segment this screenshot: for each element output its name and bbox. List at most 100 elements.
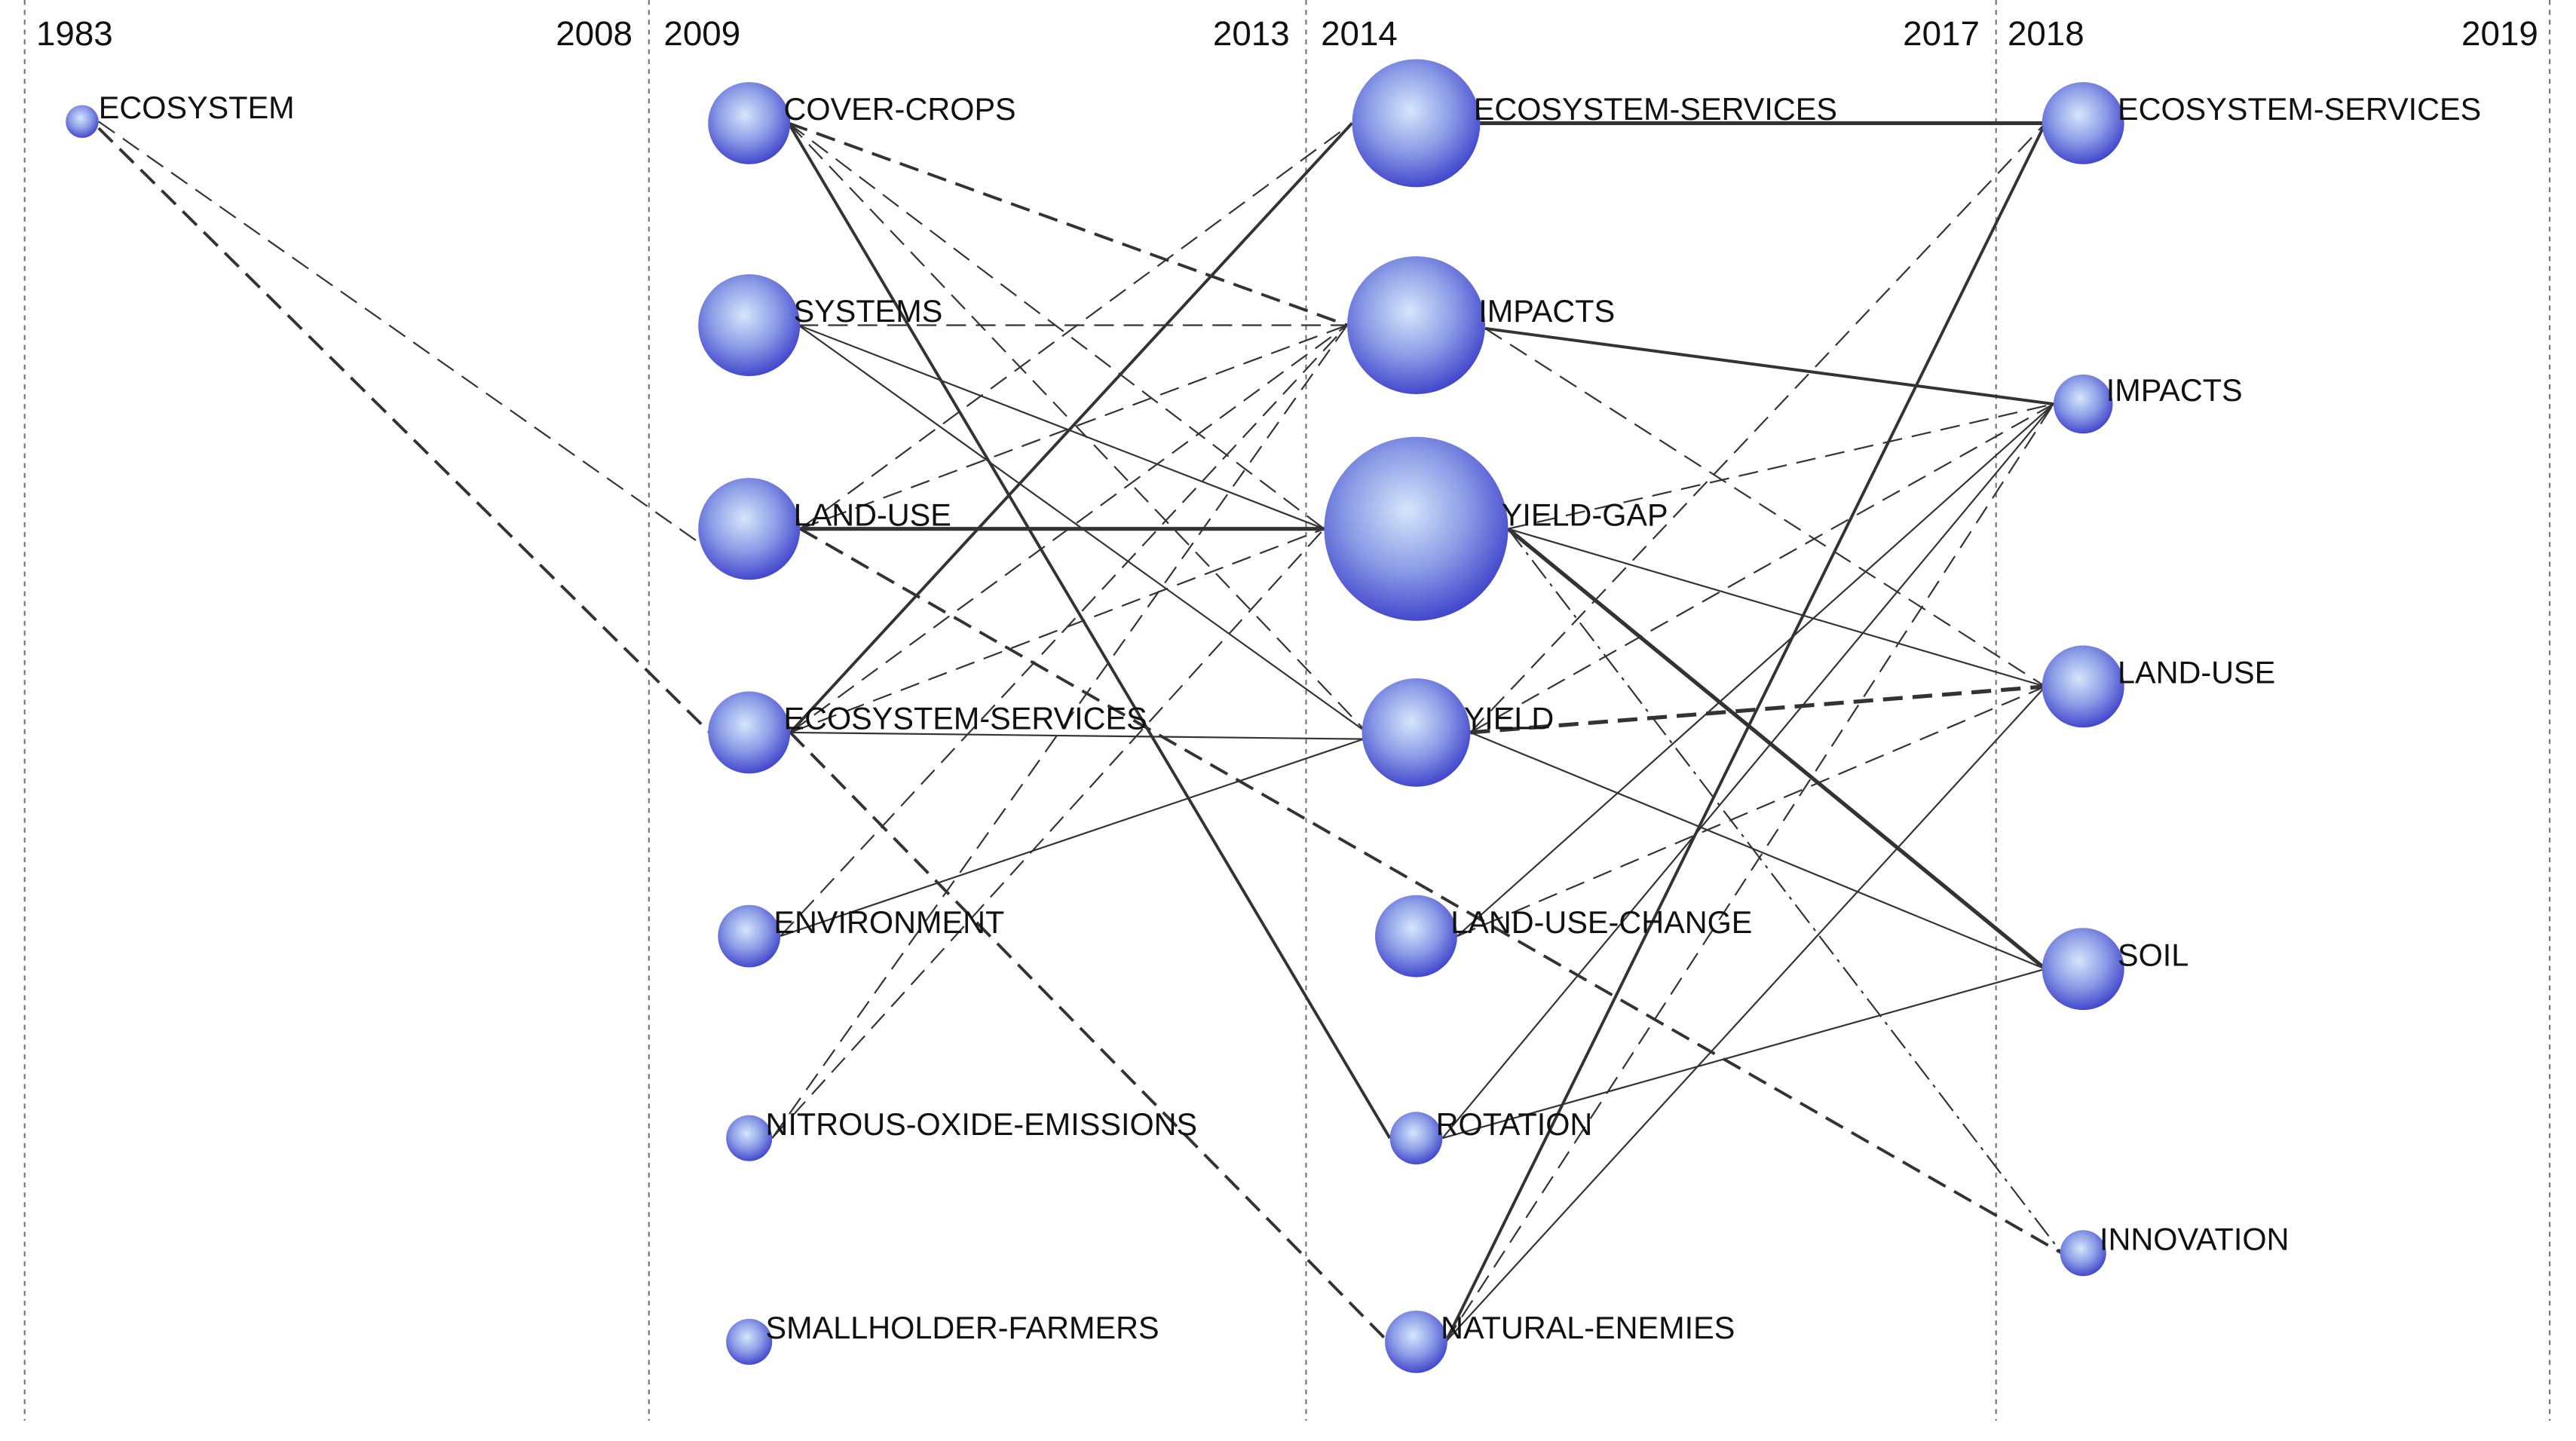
link	[790, 731, 1364, 740]
link	[1484, 327, 2046, 687]
theme-node: SOIL	[2042, 928, 2189, 1011]
period-start-label: 2018	[2008, 14, 2084, 53]
link	[1484, 326, 2054, 406]
theme-bubble	[1324, 436, 1509, 621]
theme-node: ECOSYSTEM	[66, 90, 295, 139]
theme-node: SYSTEMS	[698, 274, 943, 377]
theme-bubble	[2042, 928, 2124, 1011]
link	[780, 324, 1348, 937]
link	[789, 324, 1348, 733]
theme-label: SOIL	[2118, 938, 2189, 972]
theme-node: YIELD-GAP	[1324, 436, 1668, 621]
link	[1507, 528, 2063, 1254]
link	[97, 127, 711, 734]
theme-label: ROTATION	[1436, 1107, 1593, 1142]
theme-node: IMPACTS	[2053, 373, 2243, 434]
theme-bubble	[718, 904, 781, 968]
link	[1441, 403, 2054, 1139]
theme-label: SYSTEMS	[794, 294, 943, 329]
link	[789, 122, 1353, 734]
link	[780, 738, 1365, 938]
theme-label: ECOSYSTEM-SERVICES	[783, 702, 1147, 736]
theme-bubble	[708, 81, 791, 164]
period-start-label: 2009	[663, 14, 740, 53]
link	[788, 122, 1325, 530]
link	[1469, 731, 2046, 970]
link	[1469, 122, 2046, 733]
theme-bubble	[1346, 255, 1485, 394]
link	[788, 121, 1348, 327]
theme-label: LAND-USE	[794, 497, 951, 532]
theme-node: ENVIRONMENT	[718, 904, 1004, 968]
theme-bubble	[698, 478, 801, 580]
links	[97, 121, 2063, 1343]
theme-bubble	[1389, 1112, 1443, 1165]
link	[771, 528, 1325, 1139]
link	[787, 122, 1392, 1140]
theme-node: NATURAL-ENEMIES	[1385, 1310, 1735, 1373]
link	[799, 527, 2063, 1255]
theme-node: IMPACTS	[1346, 255, 1615, 394]
period-end-label: 2019	[2461, 14, 2538, 53]
theme-label: NITROUS-OXIDE-EMISSIONS	[766, 1107, 1198, 1142]
theme-node: ECOSYSTEM-SERVICES	[2042, 81, 2481, 164]
link	[789, 731, 1389, 1343]
link	[1470, 684, 2046, 735]
theme-bubble	[1374, 895, 1457, 977]
link	[98, 121, 699, 543]
nodes: 1983 2008 ECOSYSTEM 2009 2013 COVER-CROPS SYST…	[36, 14, 2538, 1373]
theme-label: ENVIRONMENT	[773, 905, 1004, 940]
theme-bubble	[726, 1115, 773, 1161]
theme-node: ROTATION	[1389, 1107, 1593, 1165]
theme-bubble	[2060, 1230, 2106, 1277]
theme-label: ECOSYSTEM-SERVICES	[1474, 92, 1837, 127]
theme-label: YIELD-GAP	[1502, 497, 1668, 532]
link	[1444, 122, 2047, 1343]
theme-node: LAND-USE-CHANGE	[1374, 895, 1752, 977]
link	[1444, 686, 2046, 1343]
theme-node: LAND-USE	[2042, 645, 2275, 728]
theme-node: YIELD	[1362, 678, 1554, 787]
theme-label: COVER-CROPS	[783, 92, 1015, 127]
theme-node: ECOSYSTEM-SERVICES	[1352, 59, 1837, 188]
period-end-label: 2008	[556, 14, 633, 53]
link	[1508, 403, 2054, 530]
theme-label: LAND-USE	[2118, 656, 2275, 690]
period-start-label: 2014	[1321, 14, 1398, 53]
link	[1506, 527, 2047, 971]
theme-node: INNOVATION	[2060, 1222, 2289, 1277]
theme-node: NITROUS-OXIDE-EMISSIONS	[726, 1107, 1197, 1161]
theme-label: IMPACTS	[1478, 294, 1615, 329]
theme-label: LAND-USE-CHANGE	[1450, 905, 1752, 940]
period-start-label: 1983	[36, 14, 113, 53]
theme-bubble	[1362, 678, 1471, 787]
theme-bubble	[1352, 59, 1481, 188]
theme-label: NATURAL-ENEMIES	[1441, 1311, 1735, 1345]
period-end-label: 2013	[1213, 14, 1290, 53]
period-end-label: 2017	[1903, 14, 1980, 53]
theme-bubble	[66, 105, 99, 139]
link	[1456, 403, 2054, 937]
theme-node: ECOSYSTEM-SERVICES	[708, 691, 1147, 774]
theme-label: INNOVATION	[2100, 1222, 2289, 1256]
link	[1469, 403, 2054, 733]
theme-node: LAND-USE	[698, 478, 951, 580]
theme-bubble	[2042, 81, 2124, 164]
theme-label: ECOSYSTEM-SERVICES	[2118, 92, 2481, 127]
link	[799, 122, 1353, 530]
link	[771, 324, 1348, 1139]
theme-node: COVER-CROPS	[708, 81, 1016, 164]
theme-label: ECOSYSTEM	[99, 90, 295, 125]
theme-label: YIELD	[1464, 702, 1554, 736]
theme-bubble	[1385, 1310, 1447, 1373]
theme-bubble	[726, 1318, 773, 1365]
link	[1442, 968, 2046, 1140]
theme-bubble	[2053, 374, 2113, 434]
period-dividers	[23, 0, 2551, 1421]
link	[788, 122, 1368, 733]
theme-label: SMALLHOLDER-FARMERS	[766, 1311, 1159, 1345]
link	[1456, 685, 2046, 938]
link	[799, 324, 1348, 530]
